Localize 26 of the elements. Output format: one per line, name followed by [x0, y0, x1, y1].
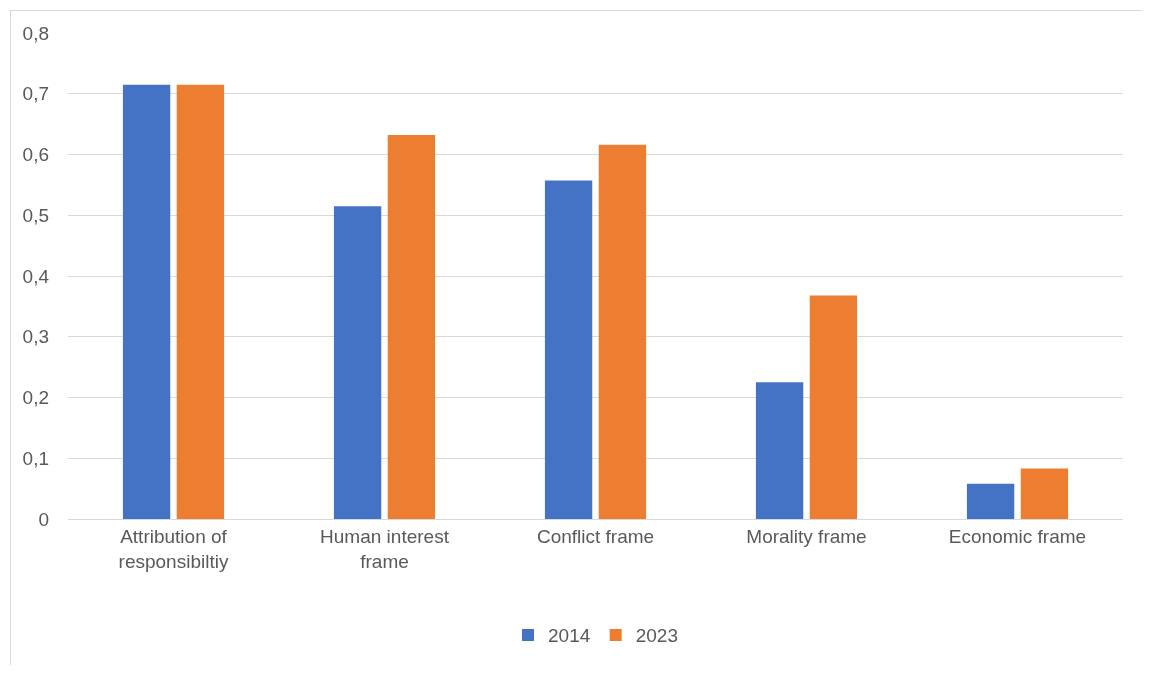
x-tick-label: Attribution of responsibiltiy [118, 525, 229, 572]
bar [598, 144, 647, 519]
bar [122, 84, 171, 519]
y-tick-label: 0,5 [22, 204, 49, 226]
y-tick-label: 0,1 [22, 447, 49, 469]
y-tick-label: 0,2 [22, 387, 49, 409]
bar [333, 206, 382, 519]
legend-label: 2014 [548, 625, 591, 647]
bar [1020, 468, 1069, 519]
bar [755, 382, 804, 519]
bar [176, 84, 225, 519]
bar [544, 180, 593, 519]
y-tick-label: 0,8 [22, 22, 49, 44]
x-tick-label: Conflict frame [536, 525, 655, 547]
x-tick-label: Economic frame [948, 525, 1087, 547]
y-tick-label: 0,7 [22, 83, 49, 105]
bar [809, 295, 858, 519]
x-tick-label: Morality frame [746, 525, 867, 547]
y-tick-label: 0,4 [22, 265, 50, 287]
y-tick-label: 0 [38, 508, 49, 530]
x-tick-label: Human interest frame [320, 525, 450, 572]
y-tick-label: 0,3 [22, 326, 49, 348]
bar [387, 135, 436, 519]
legend-label: 2023 [635, 625, 678, 647]
bar [966, 483, 1015, 519]
y-tick-label: 0,6 [22, 144, 49, 166]
